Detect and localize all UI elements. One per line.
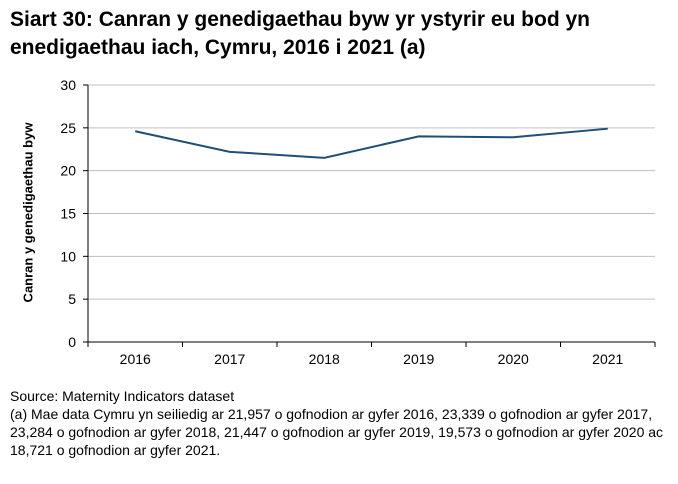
notes: Source: Maternity Indicators dataset (a)… (10, 387, 670, 459)
x-tick-label: 2016 (120, 351, 151, 367)
y-tick-label: 0 (68, 334, 76, 350)
y-tick-label: 20 (60, 163, 76, 179)
chart-title: Siart 30: Canran y genedigaethau byw yr … (10, 8, 591, 59)
x-tick-label: 2017 (214, 351, 245, 367)
series-line (135, 127, 608, 159)
y-tick-label: 30 (60, 77, 76, 93)
y-tick-label: 15 (60, 206, 76, 222)
x-tick-label: 2018 (309, 351, 340, 367)
x-tick-label: 2020 (498, 351, 529, 367)
x-tick-label: 2019 (403, 351, 434, 367)
y-tick-label: 10 (60, 248, 76, 264)
y-tick-label: 5 (68, 291, 76, 307)
source-note: Source: Maternity Indicators dataset (10, 388, 235, 404)
y-tick-label: 25 (60, 120, 76, 136)
x-tick-label: 2021 (592, 351, 623, 367)
footnote: (a) Mae data Cymru yn seiliedig ar 21,95… (10, 406, 664, 458)
